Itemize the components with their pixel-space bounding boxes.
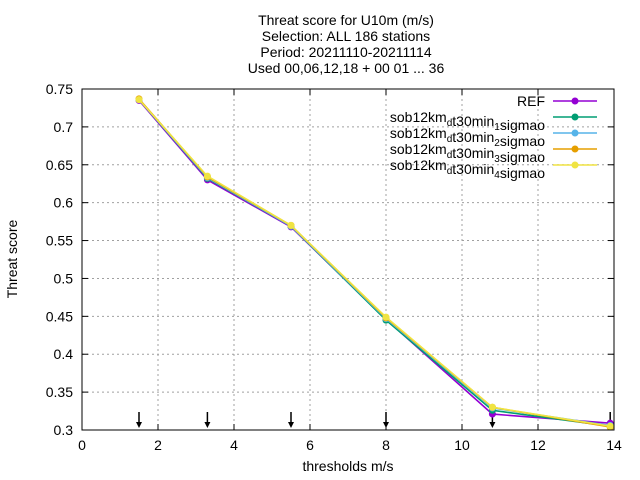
title-line-4: Used 00,06,12,18 + 00 01 ... 36 xyxy=(248,60,445,76)
series-line xyxy=(138,99,611,427)
x-tick-label: 12 xyxy=(530,437,546,453)
data-point xyxy=(135,96,143,104)
x-tick-label: 0 xyxy=(78,437,86,453)
legend-marker xyxy=(571,129,579,137)
y-tick-label: 0.7 xyxy=(54,119,74,135)
chart-title: Threat score for U10m (m/s) Selection: A… xyxy=(248,12,445,76)
data-point xyxy=(287,221,295,229)
threshold-arrow-head xyxy=(288,422,294,428)
title-line-3: Period: 20211110-20211114 xyxy=(260,44,431,60)
series-lines xyxy=(135,95,614,431)
legend-item-3: sob12kmdt30min2sigmao xyxy=(390,125,597,149)
x-tick-label: 8 xyxy=(382,437,390,453)
legend-label: sob12kmdt30min2sigmao xyxy=(390,125,545,149)
threshold-arrow-head xyxy=(383,422,389,428)
x-tick-label: 10 xyxy=(454,437,470,453)
data-point xyxy=(203,172,211,180)
y-tick-label: 0.4 xyxy=(54,346,74,362)
y-tick-label: 0.35 xyxy=(46,384,73,400)
grid xyxy=(82,89,614,430)
legend: REFsob12kmdt30min1sigmaosob12kmdt30min2s… xyxy=(390,93,597,181)
threshold-arrow xyxy=(288,412,294,428)
threshold-arrow-head xyxy=(204,422,211,428)
legend-label: sob12kmdt30min3sigmao xyxy=(390,141,545,165)
title-line-2: Selection: ALL 186 stations xyxy=(262,28,430,44)
y-axis-label: Threat score xyxy=(4,219,20,298)
threshold-arrow xyxy=(383,412,389,428)
legend-item-2: sob12kmdt30min1sigmao xyxy=(390,109,597,133)
legend-marker xyxy=(571,113,579,121)
x-axis-label: thresholds m/s xyxy=(302,458,393,474)
legend-marker xyxy=(571,97,579,105)
legend-marker xyxy=(571,161,579,169)
x-tick-label: 6 xyxy=(306,437,314,453)
y-tick-label: 0.75 xyxy=(46,81,73,97)
y-tick-label: 0.5 xyxy=(54,270,74,286)
legend-item-1: REF xyxy=(517,93,597,109)
threshold-arrow xyxy=(136,412,142,428)
plot-frame xyxy=(81,88,615,431)
data-point xyxy=(382,313,390,321)
data-point xyxy=(488,403,496,411)
threshold-arrow-head xyxy=(136,422,142,428)
title-line-1: Threat score for U10m (m/s) xyxy=(258,12,434,28)
threshold-arrow xyxy=(204,412,211,428)
x-tick-label: 14 xyxy=(606,437,622,453)
y-tick-label: 0.65 xyxy=(46,157,73,173)
legend-item-5: sob12kmdt30min4sigmao xyxy=(390,157,597,181)
y-tick-label: 0.55 xyxy=(46,233,73,249)
legend-label: sob12kmdt30min1sigmao xyxy=(390,109,545,133)
x-tick-label: 2 xyxy=(154,437,162,453)
legend-marker xyxy=(571,145,579,153)
data-point xyxy=(606,422,614,430)
y-tick-label: 0.6 xyxy=(54,195,74,211)
axes: 0.3 0.35 0.4 0.45 0.5 0.55 0.6 0.65 0.7 0.75 0 2 4 6 8… xyxy=(46,81,622,453)
legend-label: sob12kmdt30min4sigmao xyxy=(390,157,545,181)
legend-item-4: sob12kmdt30min3sigmao xyxy=(390,141,597,165)
y-tick-label: 0.45 xyxy=(46,308,73,324)
series-5 xyxy=(135,96,614,430)
x-tick-label: 4 xyxy=(230,437,238,453)
threshold-arrow-head xyxy=(489,422,496,428)
legend-label: REF xyxy=(517,93,545,109)
y-tick-label: 0.3 xyxy=(54,422,74,438)
